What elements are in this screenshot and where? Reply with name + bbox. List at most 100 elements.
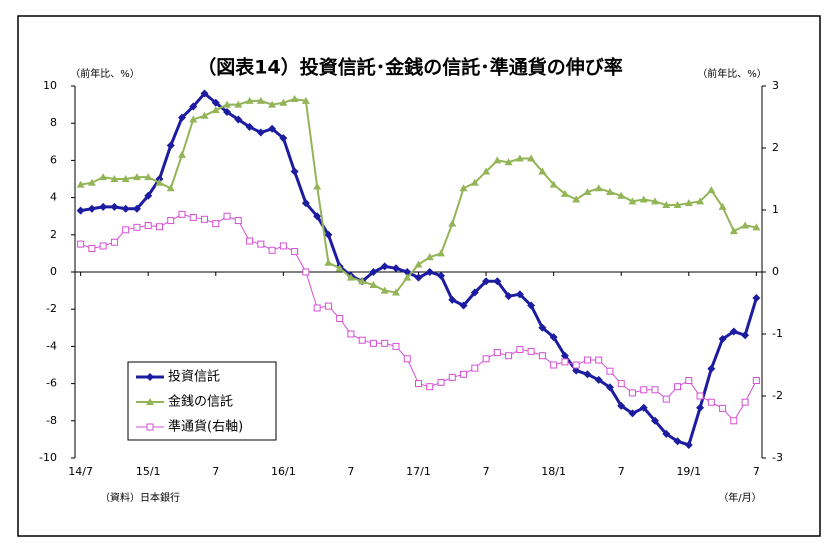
y2-tick-label: -3 [772, 451, 783, 464]
data-point [538, 323, 547, 332]
data-point [583, 370, 592, 379]
data-point [166, 141, 175, 150]
data-point [448, 219, 457, 227]
x-tick-label: 7 [347, 465, 354, 478]
data-point [504, 292, 513, 301]
data-point [381, 339, 389, 347]
data-point [369, 339, 377, 347]
data-point [639, 195, 648, 203]
data-point [685, 377, 693, 384]
data-point [425, 268, 434, 276]
data-point [177, 113, 186, 122]
data-point [87, 178, 96, 186]
y2-tick-label: 3 [772, 79, 779, 92]
data-point [651, 386, 659, 394]
x-tick-label: 14/7 [68, 465, 93, 478]
data-point [538, 167, 547, 175]
legend-marker [146, 398, 154, 405]
data-point [392, 342, 400, 350]
y-tick-label: 4 [50, 191, 57, 204]
data-point [313, 304, 321, 312]
y2-axis-label: （前年比、%） [697, 67, 767, 80]
data-point [324, 302, 332, 310]
data-point [628, 409, 637, 418]
data-point [482, 355, 490, 363]
data-point [617, 191, 626, 199]
data-point [504, 158, 513, 166]
y2-tick-label: 2 [772, 141, 779, 154]
data-point [515, 154, 524, 162]
data-point [719, 404, 727, 412]
data-point [594, 184, 603, 192]
data-point [144, 173, 153, 181]
data-point [189, 213, 197, 221]
chart-title: （図表14）投資信託･金銭の信託･準通貨の伸び率 [197, 56, 622, 79]
data-point [448, 295, 457, 304]
data-point [684, 440, 693, 449]
source: （資料）日本銀行 [100, 491, 180, 504]
x-tick-label: 7 [753, 465, 760, 478]
data-point [448, 373, 456, 381]
data-point [515, 290, 524, 299]
data-point [560, 189, 569, 197]
data-point [290, 167, 299, 176]
data-point [324, 230, 333, 239]
data-point [674, 383, 682, 391]
y-tick-label: 10 [43, 79, 57, 92]
data-point [594, 375, 603, 384]
data-point [729, 227, 738, 235]
data-point [88, 244, 96, 252]
data-point [279, 98, 288, 106]
data-point [572, 366, 581, 375]
data-point [538, 352, 546, 360]
data-point [257, 240, 265, 248]
y-axis-label: （前年比、%） [70, 67, 140, 80]
data-point [414, 273, 423, 282]
data-point [234, 100, 243, 108]
data-point [211, 98, 220, 107]
data-point [561, 358, 569, 366]
data-point [76, 206, 85, 215]
data-point [200, 89, 209, 98]
y2-tick-label: -1 [772, 327, 783, 340]
data-point [279, 242, 287, 250]
data-point [177, 150, 186, 158]
data-point [132, 173, 141, 181]
x-unit: （年/月） [718, 491, 761, 504]
data-point [482, 277, 491, 286]
data-point [166, 184, 175, 192]
data-point [189, 115, 198, 123]
legend-marker [146, 373, 154, 381]
data-point [234, 217, 242, 225]
data-point [223, 100, 232, 108]
data-point [122, 226, 130, 234]
data-point [268, 246, 276, 254]
data-point [696, 392, 704, 400]
data-point [380, 286, 389, 294]
data-point [730, 417, 738, 425]
data-point [132, 204, 141, 213]
legend-label: 金銭の信託 [168, 394, 233, 410]
data-point [256, 96, 265, 104]
data-point [718, 334, 727, 343]
y2-tick-label: -2 [772, 389, 783, 402]
y-tick-label: -10 [39, 451, 57, 464]
legend-marker [146, 423, 154, 431]
data-point [301, 96, 310, 104]
data-point [155, 223, 163, 231]
data-point [527, 154, 536, 162]
data-point [470, 178, 479, 186]
data-point [415, 380, 422, 388]
data-point [245, 122, 254, 131]
legend-label: 投資信託 [168, 369, 220, 385]
data-point [336, 315, 344, 322]
data-point [110, 202, 119, 211]
data-point [76, 180, 85, 188]
data-point [324, 258, 333, 266]
data-point [380, 262, 389, 271]
frame [17, 15, 821, 537]
data-point [358, 336, 366, 344]
data-point [335, 264, 344, 272]
data-point [696, 403, 705, 412]
